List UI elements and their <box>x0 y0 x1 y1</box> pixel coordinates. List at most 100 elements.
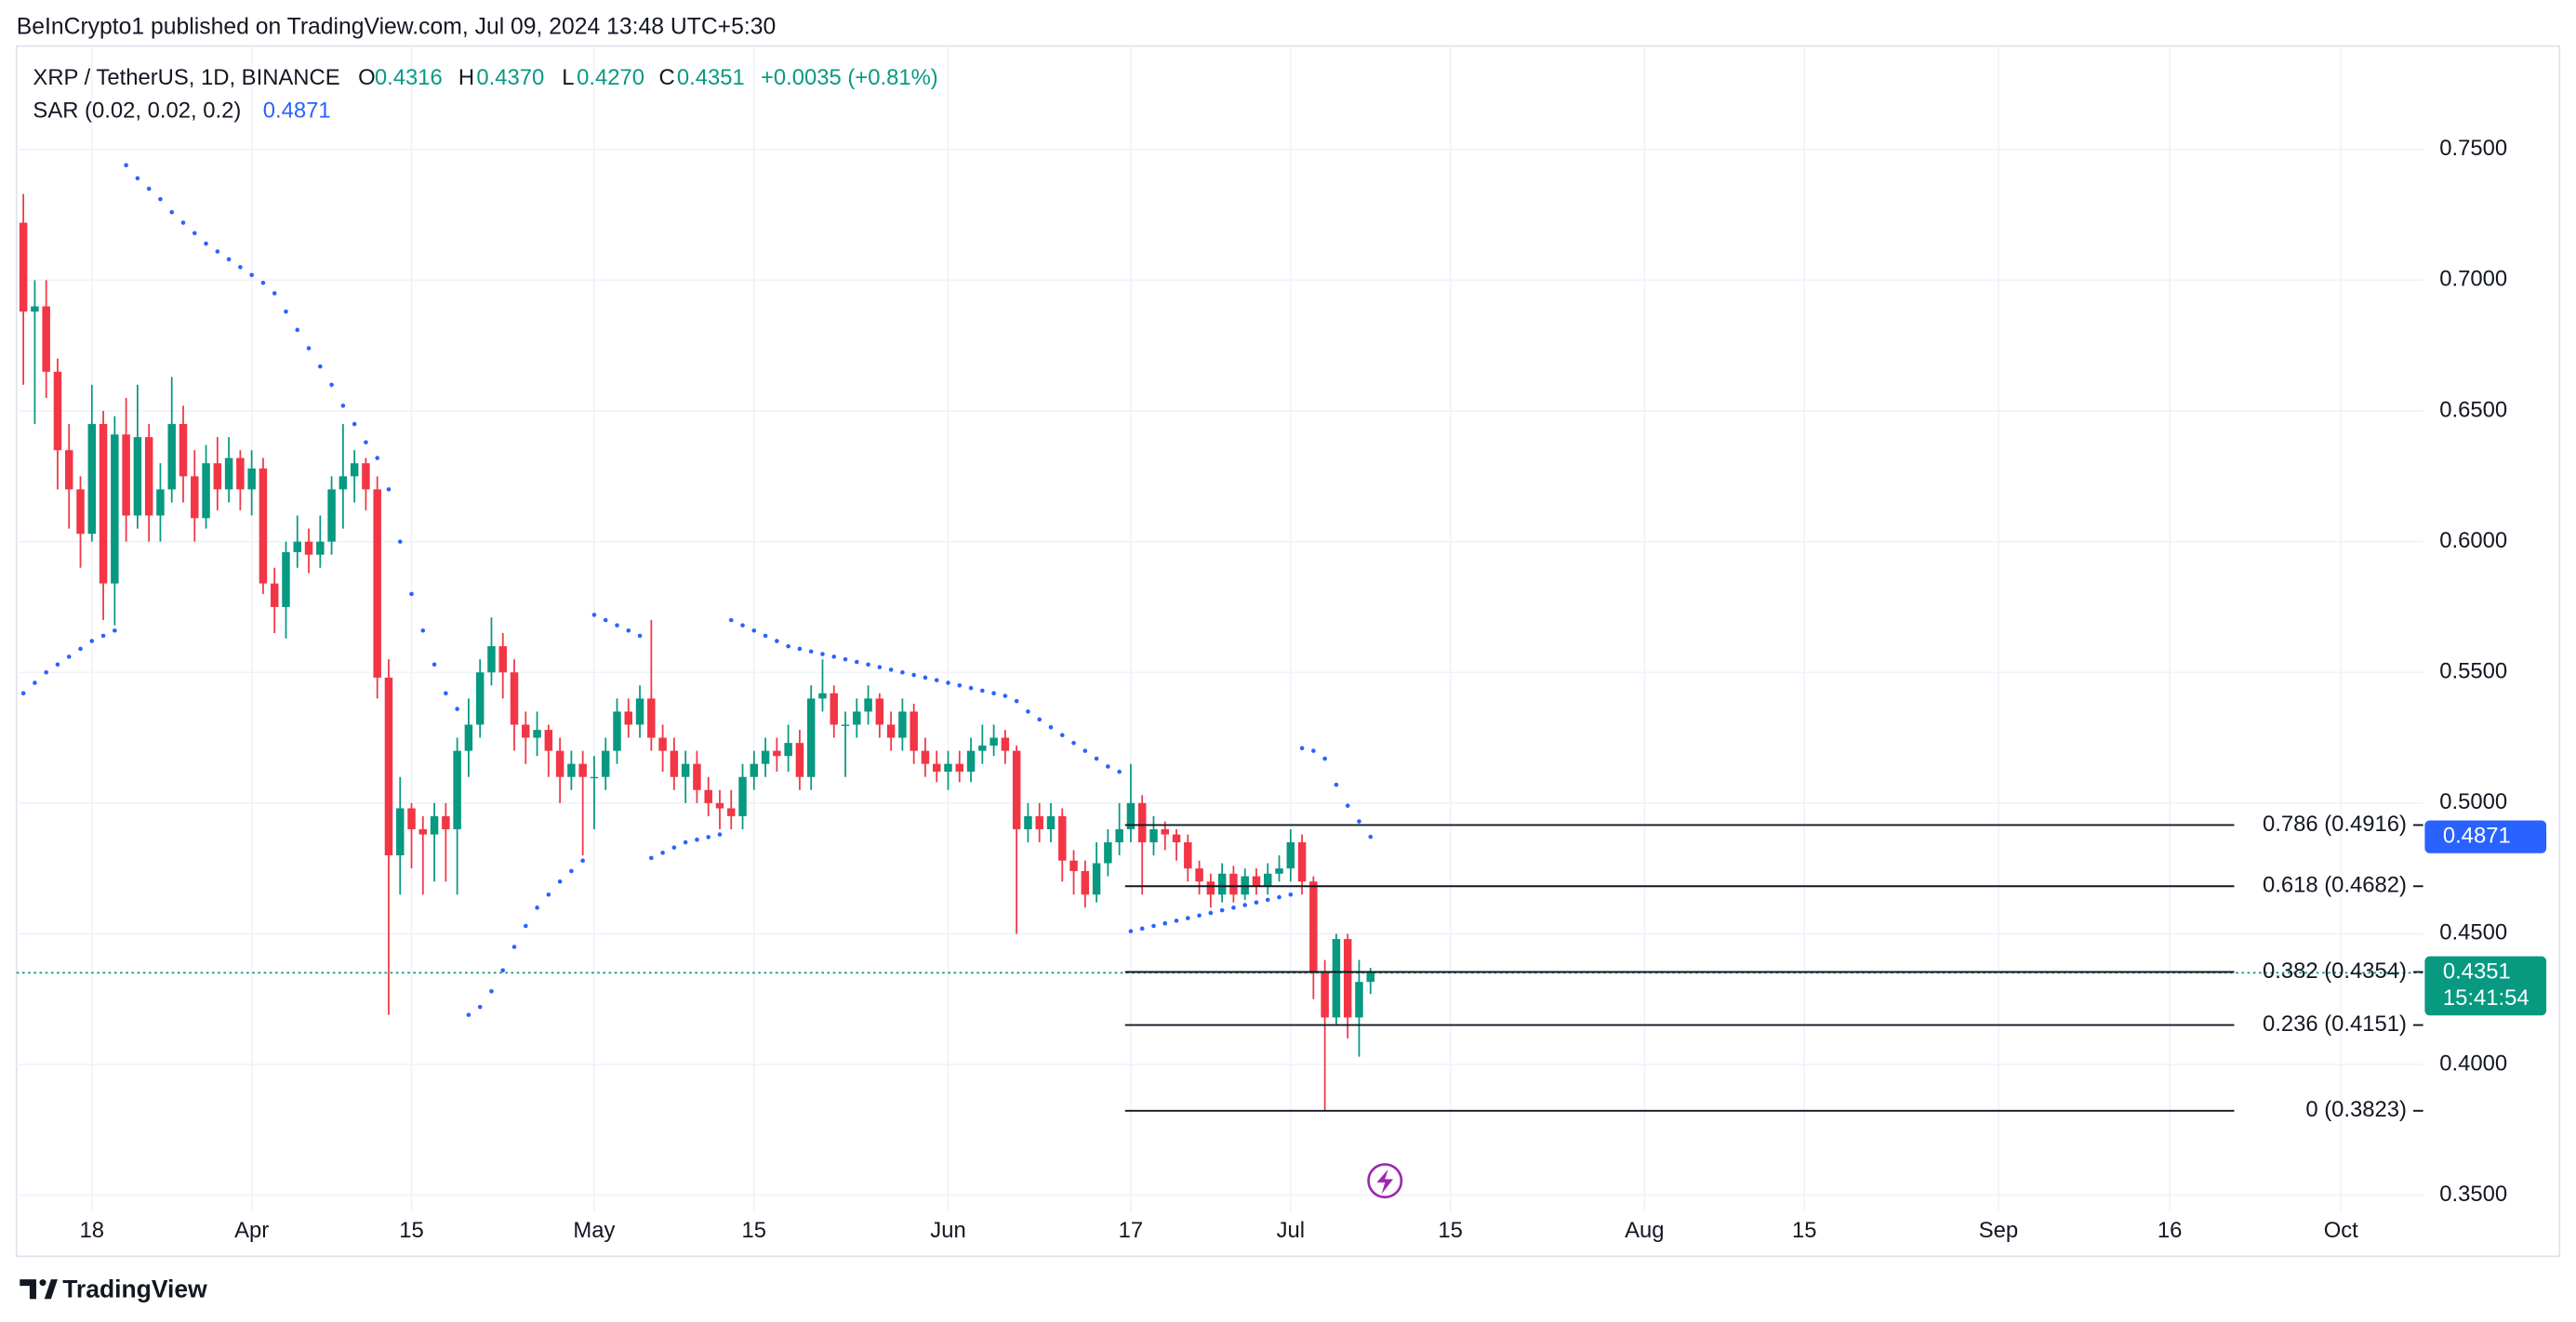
fib-label: 0.618 (0.4682) <box>2263 873 2407 898</box>
candle-body <box>853 711 861 725</box>
candle-body <box>1001 737 1010 751</box>
candle-body <box>1058 815 1067 861</box>
sar-dot <box>808 649 814 654</box>
candle-body <box>613 711 621 751</box>
candle-body <box>270 583 279 607</box>
candle-body <box>99 424 108 584</box>
fib-label: 0.786 (0.4916) <box>2263 812 2407 837</box>
x-tick-label: 15 <box>742 1218 767 1243</box>
sar-dot <box>888 668 894 672</box>
price-badge <box>2424 956 2547 1016</box>
sar-dot <box>1059 733 1065 738</box>
candle-body <box>327 489 336 542</box>
candle-body <box>921 750 930 764</box>
sar-dot <box>500 968 506 973</box>
sar-dot <box>192 231 197 236</box>
sar-dot <box>706 835 711 839</box>
sar-dot <box>763 633 768 639</box>
candle-body <box>533 730 541 738</box>
sar-dot <box>968 685 974 691</box>
sar-dot <box>364 440 368 445</box>
candle-body <box>544 730 553 751</box>
y-tick-label: 0.7500 <box>2439 136 2507 161</box>
candle-body <box>944 763 952 773</box>
sar-dot <box>100 633 106 639</box>
candle-body <box>498 646 507 673</box>
candle-body <box>932 763 941 773</box>
candle-body <box>1366 972 1374 983</box>
sar-dot <box>1014 698 1019 704</box>
sar-dot <box>1311 748 1316 753</box>
sar-dot <box>1299 746 1305 751</box>
sar-dot <box>649 855 654 861</box>
candle-body <box>1229 873 1238 895</box>
sar-dot <box>260 280 266 285</box>
sar-dot <box>318 364 323 369</box>
ohlc-value: 0.4316 <box>375 65 443 90</box>
candle-body <box>122 434 130 516</box>
sar-dot <box>786 643 790 649</box>
sar-dot <box>432 662 437 668</box>
sar-dot <box>855 659 859 665</box>
sar-dot <box>1026 709 1030 714</box>
x-tick-label: 15 <box>399 1218 424 1243</box>
sar-dot <box>124 163 128 167</box>
candle-body <box>316 541 325 555</box>
sar-dot <box>535 906 539 910</box>
candle-body <box>133 437 142 516</box>
sar-dot <box>135 176 140 181</box>
y-tick-label: 0.5500 <box>2439 659 2507 684</box>
ohlc-value: 0.4351 <box>677 65 745 90</box>
candle-body <box>64 450 73 490</box>
sar-dot <box>546 892 551 897</box>
logo-mark <box>44 1279 58 1300</box>
sar-dot <box>238 265 243 270</box>
y-tick-label: 0.6500 <box>2439 397 2507 422</box>
chart-frame <box>15 45 2561 1258</box>
sar-dot <box>683 839 688 845</box>
candle-body <box>1115 828 1123 843</box>
candle-body <box>19 222 28 312</box>
candle-body <box>818 693 827 699</box>
y-tick-label: 0.6000 <box>2439 528 2507 553</box>
candle-body <box>53 371 62 451</box>
candle-body <box>156 489 165 516</box>
candle-body <box>658 737 667 751</box>
fib-label: 0.236 (0.4151) <box>2263 1011 2407 1037</box>
sar-dot <box>580 858 585 864</box>
symbol: XRP / TetherUS, 1D, BINANCE <box>33 65 339 90</box>
candle-body <box>1252 876 1261 887</box>
sar-dot <box>695 837 699 842</box>
sar-dot <box>751 628 757 633</box>
sar-dot <box>1106 764 1110 769</box>
candle-body <box>42 306 50 372</box>
sar-dot <box>352 421 357 427</box>
sar-dot <box>1322 756 1327 761</box>
candle-body <box>373 489 381 678</box>
candle-body <box>1092 863 1101 895</box>
x-tick-label: Oct <box>2324 1218 2358 1243</box>
candle-body <box>955 763 964 773</box>
event-icon[interactable] <box>1367 1163 1403 1199</box>
candle-body <box>487 646 496 673</box>
sar-dot <box>375 456 379 460</box>
candle-body <box>727 808 736 816</box>
sar-dot <box>946 681 950 685</box>
x-tick-label: 17 <box>1119 1218 1144 1243</box>
candle-body <box>396 808 405 856</box>
candle-body <box>304 541 313 555</box>
sar-dot <box>671 845 677 850</box>
sar-dot <box>89 639 95 643</box>
sar-dot <box>740 623 745 628</box>
candle-body <box>624 711 633 725</box>
sar-dot <box>1345 803 1350 808</box>
candle-body <box>578 763 587 777</box>
candle-body <box>978 745 987 751</box>
event-bolt[interactable] <box>1376 1169 1394 1195</box>
price-badge-label: 0.4351 <box>2443 959 2511 985</box>
candle-body <box>339 476 348 490</box>
sar-dot <box>489 989 494 994</box>
candle-body <box>87 424 97 535</box>
